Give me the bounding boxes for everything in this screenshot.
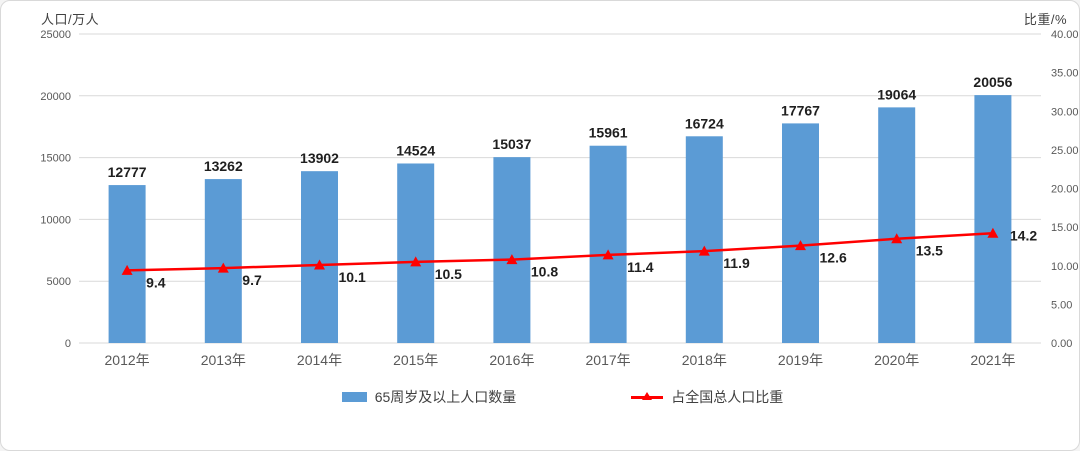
x-axis-label: 2021年 <box>970 352 1015 368</box>
x-axis-label: 2018年 <box>682 352 727 368</box>
right-axis-tick: 5.00 <box>1051 299 1072 311</box>
bar-value-label: 16724 <box>685 115 724 131</box>
left-axis-tick: 25000 <box>40 29 71 41</box>
bar-2012年 <box>108 185 146 343</box>
line-value-label: 10.5 <box>435 266 462 282</box>
bar-2019年 <box>782 123 819 344</box>
bar-swatch-icon <box>341 392 367 402</box>
x-axis-label: 2016年 <box>489 352 534 368</box>
line-marker <box>987 227 999 238</box>
right-axis-tick: 10.00 <box>1051 261 1079 273</box>
line-swatch-icon <box>631 391 664 400</box>
line-marker <box>217 262 229 273</box>
bar-2021年 <box>974 95 1012 343</box>
x-axis-label: 2019年 <box>778 352 823 368</box>
line-marker <box>314 259 325 270</box>
line-value-label: 9.7 <box>242 272 262 288</box>
bar-value-label: 14524 <box>396 142 435 158</box>
bar-value-label: 13902 <box>300 150 339 166</box>
left-axis-tick: 0 <box>65 338 71 350</box>
line-value-label: 11.9 <box>723 255 750 271</box>
right-axis-tick: 0.00 <box>1051 338 1072 350</box>
right-axis-tick: 25.00 <box>1051 145 1079 157</box>
right-axis-tick: 20.00 <box>1051 184 1079 196</box>
bar-value-label: 20056 <box>973 74 1012 90</box>
right-axis-title: 比重/% <box>1023 12 1067 27</box>
left-axis-tick: 15000 <box>40 153 71 165</box>
line-marker <box>121 264 133 275</box>
x-axis-label: 2020年 <box>874 352 919 368</box>
line-value-label: 10.1 <box>339 269 366 285</box>
x-axis-label: 2013年 <box>201 352 246 368</box>
line-value-label: 12.6 <box>820 250 847 266</box>
bar-2013年 <box>204 179 242 343</box>
bar-2020年 <box>878 107 916 343</box>
right-axis-tick: 15.00 <box>1051 222 1079 234</box>
right-axis-tick: 35.00 <box>1051 68 1079 80</box>
line-value-label: 9.4 <box>146 274 166 290</box>
line-marker <box>698 245 710 256</box>
bar-2016年 <box>493 157 531 343</box>
line-value-label: 11.4 <box>627 259 654 275</box>
legend-label-bar-series: 65周岁及以上人口数量 <box>374 389 517 405</box>
left-axis-tick: 10000 <box>40 214 71 226</box>
line-marker <box>795 240 806 251</box>
bar-value-label: 12777 <box>108 164 147 180</box>
line-marker <box>410 256 422 267</box>
x-axis-label: 2017年 <box>586 352 631 368</box>
triangle-marker-icon <box>642 391 653 400</box>
x-axis-label: 2015年 <box>393 352 438 368</box>
bar-value-label: 19064 <box>877 86 916 102</box>
bar-value-label: 15961 <box>589 125 628 141</box>
bar-value-label: 17767 <box>781 102 820 118</box>
line-marker <box>506 254 518 265</box>
line-value-label: 13.5 <box>916 243 943 259</box>
legend-item-line-series: 占全国总人口比重 <box>631 387 783 407</box>
right-axis-tick: 30.00 <box>1051 106 1079 118</box>
x-axis-label: 2014年 <box>297 352 342 368</box>
left-axis-tick: 5000 <box>47 276 71 288</box>
right-axis-tick: 40.00 <box>1051 29 1079 41</box>
bar-2017年 <box>589 145 627 343</box>
legend: 65周岁及以上人口数量 占全国总人口比重 <box>1 387 1079 407</box>
bar-2014年 <box>301 171 338 343</box>
legend-label-line-series: 占全国总人口比重 <box>671 389 784 405</box>
x-axis-label: 2012年 <box>105 352 150 368</box>
left-axis-title: 人口/万人 <box>41 12 100 27</box>
bar-value-label: 13262 <box>204 158 243 174</box>
bar-value-label: 15037 <box>492 136 531 152</box>
legend-item-bar-series: 65周岁及以上人口数量 <box>341 387 517 407</box>
line-value-label: 14.2 <box>1010 227 1037 243</box>
line-marker <box>891 233 903 244</box>
ratio-line <box>127 232 993 272</box>
line-value-label: 10.8 <box>531 264 558 280</box>
bar-2018年 <box>685 136 723 343</box>
left-axis-tick: 20000 <box>40 91 71 103</box>
line-marker <box>602 249 614 260</box>
bar-2015年 <box>397 163 435 343</box>
